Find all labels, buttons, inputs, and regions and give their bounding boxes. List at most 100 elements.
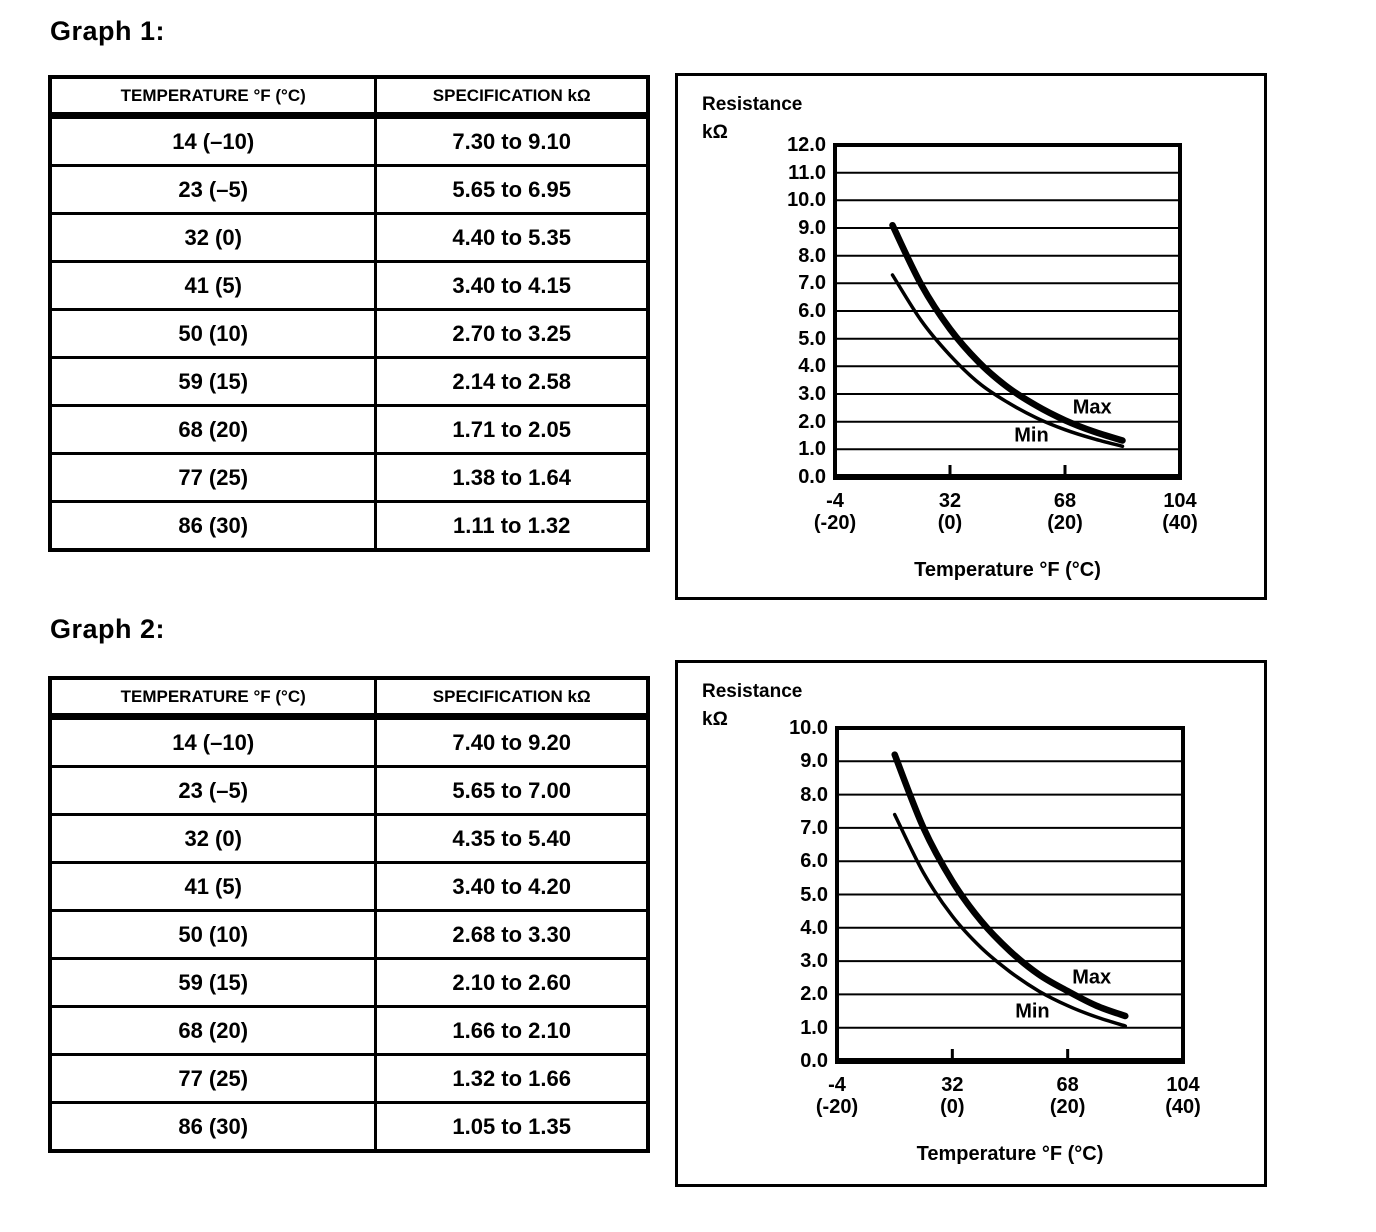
specification-cell: 7.40 to 9.20: [374, 715, 650, 768]
temperature-cell: 50 (10): [48, 308, 378, 359]
y-tick-label: 8.0: [798, 244, 826, 267]
temperature-cell: 59 (15): [48, 356, 378, 407]
y-tick-label: 2.0: [800, 983, 828, 1006]
temperature-cell: 41 (5): [48, 260, 378, 311]
graph1-spec-table: TEMPERATURE °F (°C) SPECIFICATION kΩ 14 (…: [48, 75, 650, 552]
x-tick-label: 32 (0): [902, 1074, 1002, 1118]
x-tick-label: 104 (40): [1133, 1074, 1233, 1118]
y-tick-label: 0.0: [800, 1050, 828, 1072]
x-tick-fahrenheit: 68: [1053, 490, 1077, 512]
specification-cell: 2.10 to 2.60: [374, 957, 650, 1008]
specification-cell: 5.65 to 6.95: [374, 164, 650, 215]
specification-cell: 2.70 to 3.25: [374, 308, 650, 359]
x-tick-label: 68 (20): [1015, 490, 1115, 534]
temperature-cell: 59 (15): [48, 957, 378, 1008]
temperature-cell: 77 (25): [48, 452, 378, 503]
chart-plot: [835, 726, 1185, 1064]
x-tick-celsius: (-20): [813, 512, 857, 534]
graph2-resistance-chart: Resistance kΩ 10.0 9.0 8.0 7.0 6.0 5.0 4.0 3.0 2.0…: [675, 660, 1267, 1187]
series-label-min: Min: [1015, 1000, 1050, 1023]
temperature-cell: 86 (30): [48, 500, 378, 552]
temperature-cell: 32 (0): [48, 212, 378, 263]
specification-cell: 7.30 to 9.10: [374, 114, 650, 167]
y-tick-label: 2.0: [798, 410, 826, 433]
specification-cell: 1.66 to 2.10: [374, 1005, 650, 1056]
specification-cell: 1.71 to 2.05: [374, 404, 650, 455]
temperature-cell: 14 (–10): [48, 715, 378, 768]
y-axis-label-line: Resistance: [702, 94, 803, 115]
temperature-cell: 68 (20): [48, 1005, 378, 1056]
table-row: 77 (25) 1.38 to 1.64: [48, 452, 650, 503]
table-row: 41 (5) 3.40 to 4.15: [48, 260, 650, 311]
table-row: 68 (20) 1.71 to 2.05: [48, 404, 650, 455]
y-tick-label: 1.0: [800, 1016, 828, 1039]
x-tick-fahrenheit: -4: [828, 1074, 846, 1096]
temperature-cell: 77 (25): [48, 1053, 378, 1104]
chart-y-axis-label: Resistance kΩ: [702, 678, 802, 734]
specification-cell: 4.40 to 5.35: [374, 212, 650, 263]
y-tick-label: 5.0: [800, 883, 828, 906]
specification-column-header: SPECIFICATION kΩ: [374, 676, 650, 720]
curve-min: [890, 273, 1125, 449]
temperature-cell: 23 (–5): [48, 765, 378, 816]
y-tick-label: 12.0: [787, 134, 826, 156]
table-row: 14 (–10) 7.40 to 9.20: [48, 715, 650, 768]
temperature-cell: 50 (10): [48, 909, 378, 960]
specification-column-header: SPECIFICATION kΩ: [374, 75, 650, 119]
x-tick-label: 104 (40): [1130, 490, 1230, 534]
y-tick-label: 1.0: [798, 438, 826, 461]
table-header-row: TEMPERATURE °F (°C) SPECIFICATION kΩ: [48, 75, 650, 119]
y-tick-label: 3.0: [800, 950, 828, 973]
temperature-cell: 32 (0): [48, 813, 378, 864]
temperature-column-header: TEMPERATURE °F (°C): [48, 676, 378, 720]
x-tick-fahrenheit: 32: [938, 490, 962, 512]
y-tick-label: 3.0: [798, 383, 826, 405]
table-header-row: TEMPERATURE °F (°C) SPECIFICATION kΩ: [48, 676, 650, 720]
series-label-max: Max: [1072, 966, 1112, 989]
table-row: 14 (–10) 7.30 to 9.10: [48, 114, 650, 167]
x-tick-fahrenheit: -4: [826, 490, 844, 512]
specification-cell: 1.05 to 1.35: [374, 1101, 650, 1153]
table-row: 86 (30) 1.05 to 1.35: [48, 1101, 650, 1153]
table-row: 68 (20) 1.66 to 2.10: [48, 1005, 650, 1056]
x-tick-celsius: (40): [1165, 1096, 1201, 1118]
table-row: 50 (10) 2.70 to 3.25: [48, 308, 650, 359]
curve-min: [892, 812, 1128, 1028]
x-tick-celsius: (0): [940, 1096, 965, 1118]
temperature-cell: 23 (–5): [48, 164, 378, 215]
x-tick-celsius: (0): [937, 512, 963, 534]
table-row: 23 (–5) 5.65 to 6.95: [48, 164, 650, 215]
specification-cell: 5.65 to 7.00: [374, 765, 650, 816]
table-row: 23 (–5) 5.65 to 7.00: [48, 765, 650, 816]
temperature-cell: 68 (20): [48, 404, 378, 455]
x-tick-fahrenheit: 68: [1056, 1074, 1079, 1096]
table-row: 41 (5) 3.40 to 4.20: [48, 861, 650, 912]
y-tick-label: 4.0: [800, 916, 828, 939]
temperature-column-header: TEMPERATURE °F (°C): [48, 75, 378, 119]
table-row: 59 (15) 2.10 to 2.60: [48, 957, 650, 1008]
table-row: 32 (0) 4.40 to 5.35: [48, 212, 650, 263]
y-tick-label: 11.0: [788, 161, 826, 184]
chart-x-axis-title: Temperature °F (°C): [916, 1143, 1104, 1165]
x-tick-celsius: (40): [1162, 512, 1198, 534]
curve-max: [889, 221, 1126, 444]
y-tick-label: 5.0: [798, 327, 826, 350]
specification-cell: 1.32 to 1.66: [374, 1053, 650, 1104]
specification-cell: 1.38 to 1.64: [374, 452, 650, 503]
temperature-cell: 14 (–10): [48, 114, 378, 167]
y-axis-label-line: kΩ: [702, 709, 728, 730]
table-row: 32 (0) 4.35 to 5.40: [48, 813, 650, 864]
y-tick-label: 9.0: [800, 750, 828, 773]
x-tick-label: -4 (-20): [787, 1074, 887, 1118]
specification-cell: 1.11 to 1.32: [374, 500, 650, 552]
x-tick-label: 68 (20): [1018, 1074, 1118, 1118]
specification-cell: 4.35 to 5.40: [374, 813, 650, 864]
y-tick-label: 7.0: [800, 816, 828, 839]
chart-plot: [833, 143, 1182, 480]
series-label-min: Min: [1014, 424, 1049, 447]
graph2-heading: Graph 2:: [50, 614, 166, 644]
table-row: 86 (30) 1.11 to 1.32: [48, 500, 650, 552]
specification-cell: 3.40 to 4.20: [374, 861, 650, 912]
y-tick-label: 9.0: [798, 217, 826, 239]
series-label-max: Max: [1072, 396, 1112, 419]
